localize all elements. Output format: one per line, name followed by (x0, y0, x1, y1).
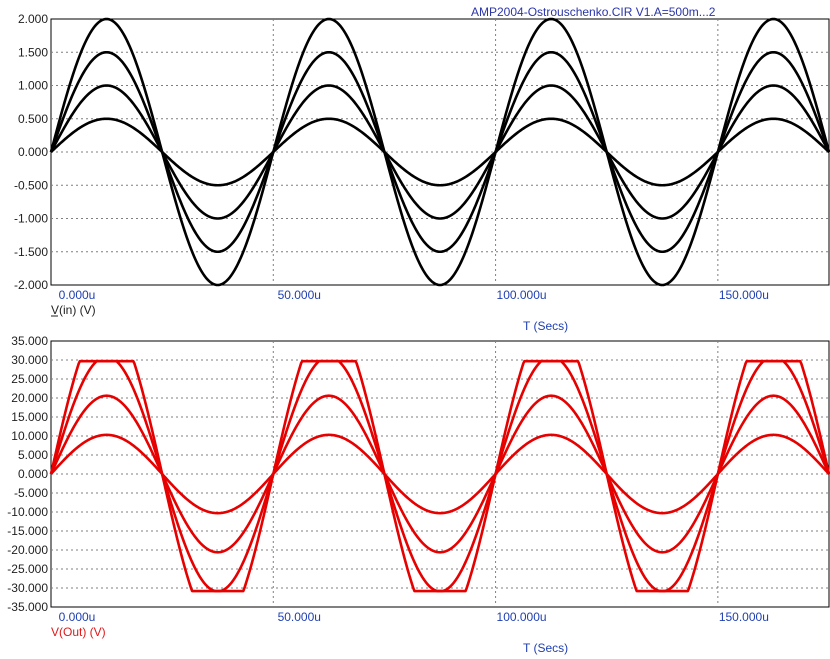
bottom-y-tick-label: 20.000 (11, 391, 48, 405)
top-y-tick-label: -2.000 (14, 278, 48, 292)
bottom-y-tick-label: 30.000 (11, 353, 48, 367)
bottom-y-tick-label: 0.000 (18, 467, 48, 481)
input-voltage-panel: 2.000 1.500 1.000 0.500 0.000 -0.500 -1.000 -1.… (14, 12, 830, 302)
top-y-tick-label: 0.500 (18, 112, 48, 126)
output-voltage-panel: 35.000 30.000 25.000 20.000 15.000 10.000 5.00… (7, 334, 830, 624)
top-x-tick-label: 0.000u (59, 288, 96, 302)
chart-title: AMP2004-Ostrouschenko.CIR V1.A=500m...2 (471, 5, 716, 19)
top-y-axis-label: V(in) (V) (51, 303, 96, 317)
top-trace-1 (50, 117, 830, 187)
bottom-y-tick-label: 25.000 (11, 372, 48, 386)
top-x-axis-label: T (Secs) (523, 319, 568, 333)
top-y-tick-label: 0.000 (18, 145, 48, 159)
bottom-y-tick-label: 15.000 (11, 410, 48, 424)
bottom-y-tick-label: -35.000 (7, 600, 48, 614)
top-y-tick-label: -1.000 (14, 212, 48, 226)
top-y-tick-label: -0.500 (14, 178, 48, 192)
bottom-y-tick-label: -5.000 (14, 486, 48, 500)
bottom-x-tick-label: 100.000u (497, 610, 547, 624)
top-trace-3 (49, 50, 830, 254)
bottom-y-axis-label: V(Out) (V) (51, 625, 106, 639)
bottom-y-tick-label: 5.000 (18, 448, 48, 462)
top-x-tick-label: 50.000u (278, 288, 321, 302)
bottom-y-tick-label: -20.000 (7, 543, 48, 557)
top-x-tick-label: 100.000u (497, 288, 547, 302)
bottom-trace-2 (49, 394, 830, 554)
bottom-x-axis-label: T (Secs) (523, 641, 568, 655)
bottom-y-tick-label: 10.000 (11, 429, 48, 443)
top-trace-2 (49, 84, 830, 220)
bottom-y-tick-label: -30.000 (7, 581, 48, 595)
bottom-x-tick-label: 0.000u (59, 610, 96, 624)
top-x-tick-label: 150.000u (719, 288, 769, 302)
bottom-y-tick-label: -25.000 (7, 562, 48, 576)
bottom-trace-1 (50, 433, 830, 515)
bottom-x-tick-label: 150.000u (719, 610, 769, 624)
top-y-tick-label: 1.500 (18, 45, 48, 59)
bottom-y-tick-label: -10.000 (7, 505, 48, 519)
top-y-tick-label: -1.500 (14, 245, 48, 259)
bottom-x-tick-label: 50.000u (278, 610, 321, 624)
bottom-trace-4 (49, 359, 830, 593)
top-y-tick-label: 2.000 (18, 12, 48, 26)
top-y-tick-label: 1.000 (18, 79, 48, 93)
bottom-trace-3 (49, 359, 830, 593)
bottom-y-tick-label: 35.000 (11, 334, 48, 348)
top-trace-4 (49, 17, 830, 287)
bottom-y-tick-label: -15.000 (7, 524, 48, 538)
